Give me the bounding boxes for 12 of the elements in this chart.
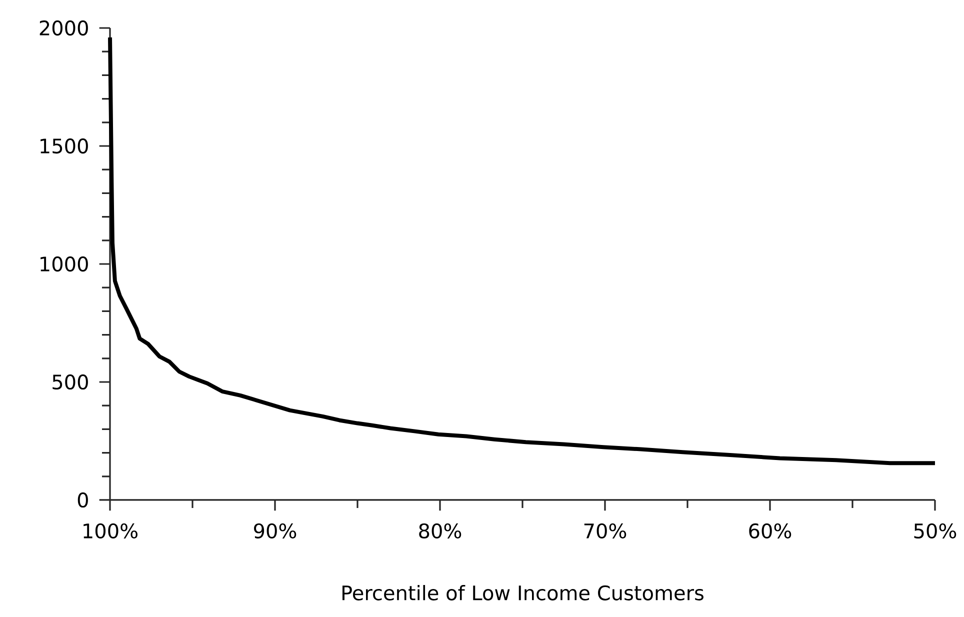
x-axis-title: Percentile of Low Income Customers xyxy=(342,584,704,600)
y-tick-label: 0 xyxy=(78,492,88,508)
x-tick-label: 80% xyxy=(419,523,462,538)
y-tick-label: 1000 xyxy=(40,256,88,272)
x-tick-label: 90% xyxy=(254,523,296,538)
y-tick-label: 500 xyxy=(52,374,88,390)
x-tick-label: 70% xyxy=(584,523,626,538)
y-tick-label: 2000 xyxy=(40,20,88,36)
y-tick-label: 1500 xyxy=(40,138,88,154)
x-tick-label: 60% xyxy=(749,523,792,538)
x-tick-label: 100% xyxy=(84,523,138,538)
x-tick-label: 50% xyxy=(914,523,956,538)
